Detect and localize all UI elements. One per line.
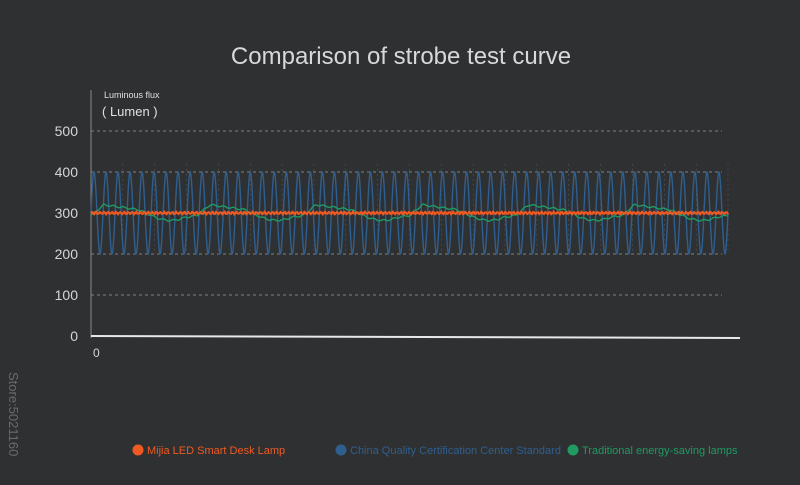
legend: Mijia LED Smart Desk Lamp China Quality C… bbox=[132, 444, 738, 457]
legend-marker-2 bbox=[567, 444, 579, 456]
x-origin-label: 0 bbox=[93, 346, 100, 360]
y-tick-300: 300 bbox=[55, 205, 79, 221]
y-tick-500: 500 bbox=[55, 123, 79, 139]
legend-label-2: Traditional energy-saving lamps bbox=[582, 445, 738, 457]
y-tick-100: 100 bbox=[55, 287, 79, 303]
legend-marker-0 bbox=[132, 444, 144, 456]
chart-title: Comparison of strobe test curve bbox=[231, 43, 571, 70]
legend-label-1: China Quality Certification Center Stand… bbox=[350, 445, 561, 457]
y-tick-200: 200 bbox=[55, 246, 79, 262]
legend-marker-1 bbox=[335, 444, 347, 456]
y-tick-labels: 0 100 200 300 400 500 bbox=[55, 123, 79, 344]
legend-label-0: Mijia LED Smart Desk Lamp bbox=[147, 445, 285, 457]
store-watermark: Store:5021160 bbox=[6, 372, 21, 456]
series-line-0 bbox=[90, 210, 729, 216]
y-axis-label: Luminous flux bbox=[104, 90, 160, 100]
y-tick-400: 400 bbox=[55, 164, 79, 180]
y-tick-0: 0 bbox=[70, 328, 78, 344]
y-axis-unit: ( Lumen ) bbox=[102, 104, 158, 119]
series-line-2 bbox=[90, 203, 729, 222]
series-lines bbox=[90, 171, 729, 255]
x-axis-line bbox=[90, 335, 741, 339]
